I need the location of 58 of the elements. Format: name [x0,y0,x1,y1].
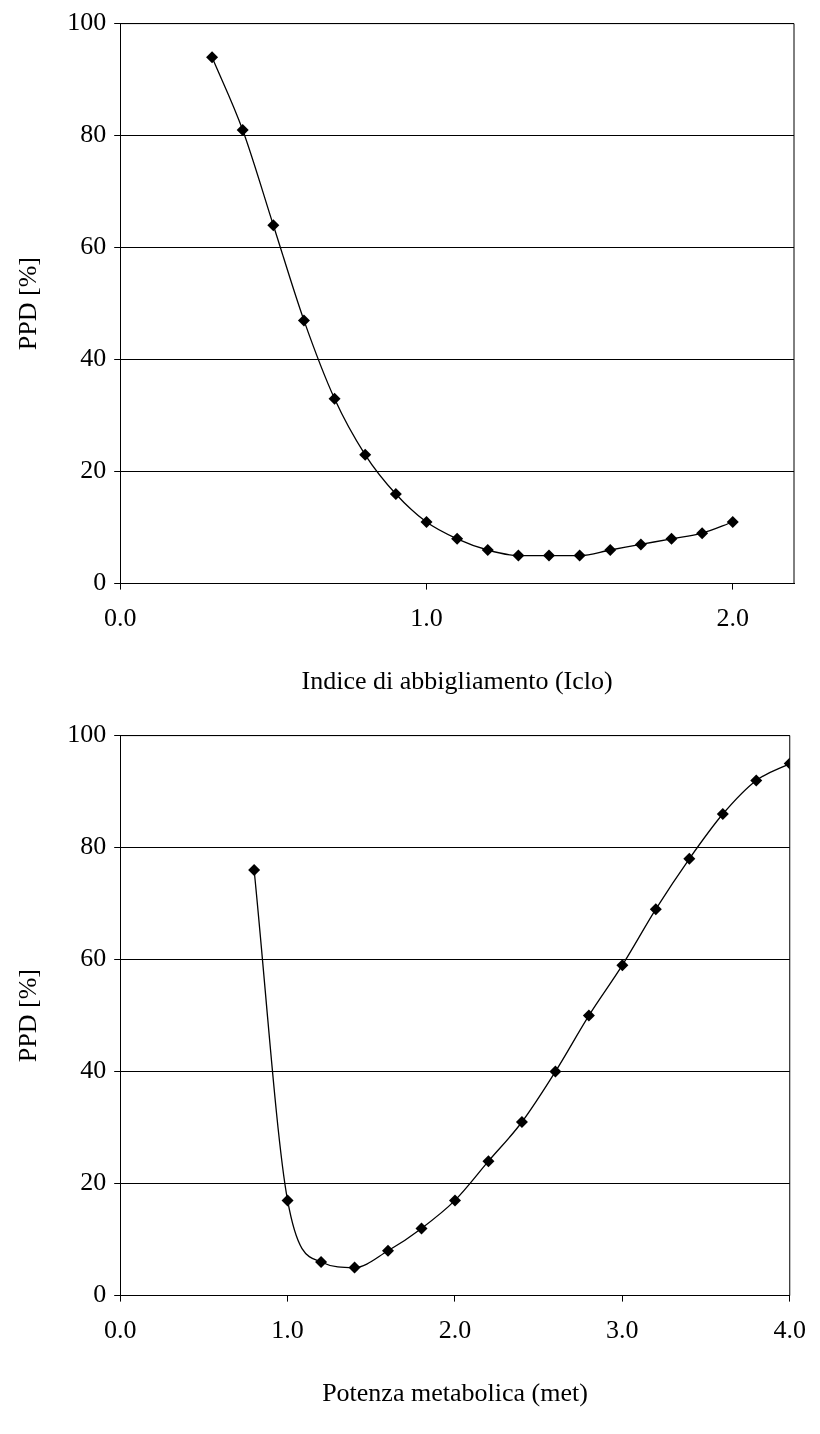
y-tick-label: 40 [80,1055,107,1085]
y-tick-label: 20 [80,455,107,485]
point [448,1194,461,1207]
point [451,532,464,545]
point [281,1194,294,1207]
y-tick-label: 0 [93,1279,107,1309]
point [415,1222,428,1235]
point [683,852,696,865]
point [348,1261,361,1274]
point [389,488,402,500]
y-tick-label: 0 [93,567,107,597]
y-tick-label: 60 [80,231,107,261]
y-tick-label: 80 [80,119,107,149]
y-tick-label: 40 [80,343,107,373]
point [604,544,617,556]
point [649,903,662,916]
point [328,392,341,405]
point [482,1155,495,1168]
x-tick-label: 2.0 [438,1315,472,1345]
point [481,544,494,556]
point [248,864,261,876]
x-tick-label: 1.0 [271,1315,304,1345]
x-tick-label: 1.0 [410,603,443,633]
point [512,549,525,562]
y-tick-label: 100 [67,719,107,749]
point [726,516,739,528]
point [573,549,586,562]
point [549,1065,562,1078]
point [515,1116,528,1128]
point [716,808,729,820]
point [542,549,555,562]
x-axis-title: Potenza metabolica (met) [322,1378,588,1408]
y-tick-label: 60 [80,943,107,973]
y-tick-label: 20 [80,1167,107,1197]
point [359,448,372,461]
point [297,314,310,327]
point [582,1009,595,1022]
point [750,774,763,787]
x-tick-label: 4.0 [773,1315,806,1345]
point [616,959,629,972]
point [634,538,647,551]
y-tick-label: 80 [80,831,107,861]
y-tick-label: 100 [67,7,107,37]
point [665,532,678,545]
point [382,1244,395,1257]
point [315,1256,328,1268]
point [206,51,219,64]
y-axis-title: PPD [%] [13,257,43,351]
x-tick-label: 0.0 [103,1315,137,1345]
point [236,124,249,136]
point [267,219,280,232]
x-axis-title: Indice di abbigliamento (Iclo) [301,666,613,696]
x-tick-label: 3.0 [606,1315,639,1345]
point [420,516,433,528]
point [696,527,709,540]
y-axis-title: PPD [%] [13,969,43,1063]
x-tick-label: 2.0 [716,603,749,633]
x-tick-label: 0.0 [103,603,137,633]
